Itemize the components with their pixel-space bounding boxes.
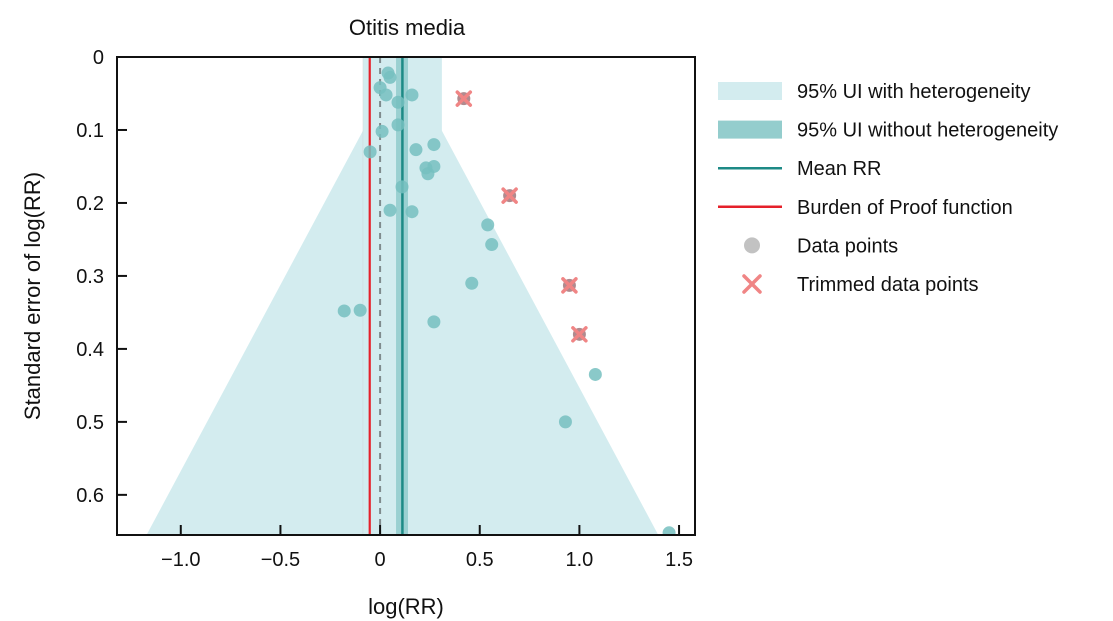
trimmed-data-point — [561, 277, 578, 294]
x-tick-label: −1.0 — [161, 549, 200, 571]
legend-label: 95% UI with heterogeneity — [797, 81, 1030, 103]
data-point — [363, 145, 377, 159]
data-point — [427, 315, 441, 329]
legend-item: 95% UI with heterogeneity — [718, 81, 1030, 103]
legend-label: Mean RR — [797, 158, 881, 180]
data-point — [427, 138, 441, 152]
trimmed-point-cross-b — [561, 277, 578, 294]
x-tick-label: 0.5 — [466, 549, 494, 571]
data-point — [485, 238, 499, 252]
legend-label: Trimmed data points — [797, 274, 979, 296]
x-tick-label: 1.5 — [665, 549, 693, 571]
plot-frame — [116, 56, 696, 536]
y-tick-label: 0.2 — [76, 193, 104, 215]
data-points-layer — [337, 66, 676, 535]
data-point — [588, 367, 602, 381]
y-tick-label: 0.1 — [76, 120, 104, 142]
y-tick-label: 0.4 — [76, 339, 104, 361]
trimmed-data-point — [571, 326, 588, 343]
trimmed-data-point — [501, 187, 518, 204]
data-point — [662, 526, 676, 535]
data-point — [383, 203, 397, 217]
data-point — [379, 88, 393, 102]
x-tick-label: −0.5 — [261, 549, 300, 571]
trimmed-point-cross-b — [455, 90, 473, 107]
data-point — [465, 276, 479, 290]
legend: 95% UI with heterogeneity 95% UI without … — [718, 81, 1058, 296]
data-point — [391, 118, 405, 132]
legend-item: Trimmed data points — [742, 274, 979, 296]
legend-swatch — [744, 237, 760, 254]
plot-area — [146, 57, 676, 535]
data-point — [421, 167, 435, 181]
x-tick-label: 1.0 — [565, 549, 593, 571]
legend-item: 95% UI without heterogeneity — [718, 120, 1058, 142]
legend-item: Burden of Proof function — [718, 197, 1013, 219]
data-point — [383, 70, 397, 84]
x-tick-label: 0 — [375, 549, 386, 571]
data-point — [375, 124, 389, 138]
data-point — [353, 303, 367, 317]
legend-swatch-cross-b — [742, 274, 762, 294]
legend-item: Mean RR — [718, 158, 881, 180]
chart-title: Otitis media — [349, 15, 466, 40]
data-point — [405, 88, 419, 102]
data-point — [391, 95, 405, 109]
trimmed-point-cross-b — [571, 326, 588, 343]
trimmed-point-cross-b — [501, 187, 518, 204]
legend-label: Data points — [797, 235, 898, 257]
legend-item: Data points — [744, 235, 898, 257]
y-tick-label: 0.6 — [76, 485, 104, 507]
y-tick-label: 0.3 — [76, 266, 104, 288]
data-point — [405, 205, 419, 219]
legend-swatch — [718, 82, 782, 100]
legend-label: Burden of Proof function — [797, 197, 1013, 219]
y-tick-label: 0.5 — [76, 412, 104, 434]
data-point — [558, 415, 572, 429]
data-point — [337, 304, 351, 318]
legend-label: 95% UI without heterogeneity — [797, 120, 1058, 142]
trimmed-data-point — [455, 90, 473, 107]
data-point — [409, 143, 423, 157]
y-tick-label: 0 — [93, 47, 104, 69]
y-axis-ticks: 0 0.1 0.2 0.3 0.4 0.5 0.6 — [76, 47, 127, 507]
trimmed-points-layer — [455, 90, 588, 343]
x-axis-label: log(RR) — [368, 594, 444, 619]
legend-swatch — [718, 120, 782, 139]
x-axis-ticks: −1.0 −0.5 0 0.5 1.0 1.5 — [161, 525, 693, 571]
y-axis-label: Standard error of log(RR) — [20, 172, 45, 420]
data-point — [395, 180, 409, 194]
data-point — [481, 218, 495, 232]
